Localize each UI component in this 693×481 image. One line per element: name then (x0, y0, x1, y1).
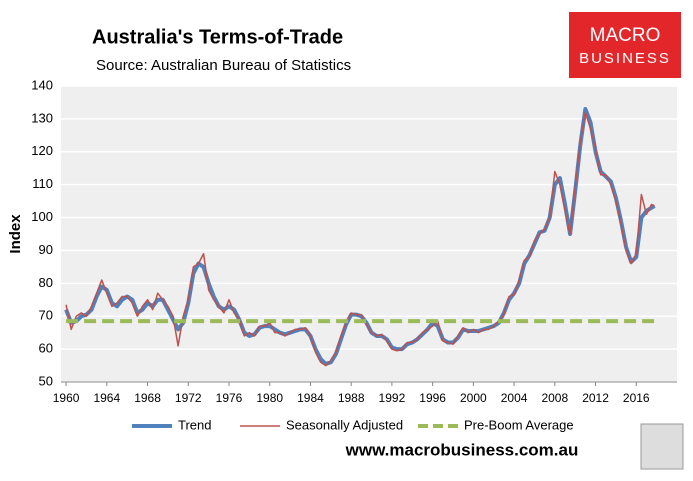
legend-label: Seasonally Adjusted (286, 417, 403, 432)
y-tick-label: 50 (39, 373, 53, 388)
chart-title: Australia's Terms-of-Trade (92, 26, 343, 48)
brand-logo (569, 12, 681, 78)
chart-subtitle: Source: Australian Bureau of Statistics (96, 57, 351, 74)
x-tick-label: 1992 (379, 391, 406, 405)
x-tick-label: 1988 (338, 391, 365, 405)
x-tick-label: 2000 (460, 391, 487, 405)
y-tick-label: 90 (39, 242, 53, 257)
x-tick-label: 1968 (134, 391, 161, 405)
y-axis-label: Index (7, 214, 24, 254)
x-tick-label: 2012 (582, 391, 609, 405)
x-tick-label: 1960 (53, 391, 80, 405)
x-tick-label: 1972 (175, 391, 202, 405)
website: www.macrobusiness.com.au (345, 440, 579, 459)
brand-text: MACRO (590, 25, 661, 46)
x-tick-label: 2004 (501, 391, 528, 405)
series-line (65, 111, 655, 367)
y-tick-label: 100 (31, 209, 53, 224)
y-tick-label: 60 (39, 341, 53, 356)
y-tick-label: 80 (39, 275, 53, 290)
x-tick-label: 1984 (297, 391, 324, 405)
x-tick-label: 1980 (256, 391, 283, 405)
plot-area (61, 86, 677, 382)
y-tick-label: 120 (31, 143, 53, 158)
legend-label: Pre-Boom Average (464, 417, 574, 432)
legend-label: Trend (178, 417, 211, 432)
x-tick-label: 1976 (216, 391, 243, 405)
wolf-logo (640, 423, 684, 470)
x-tick-label: 2008 (541, 391, 568, 405)
x-tick-label: 1964 (93, 391, 120, 405)
y-tick-label: 70 (39, 308, 53, 323)
brand-text: BUSINESS (579, 50, 671, 67)
x-tick-label: 1996 (419, 391, 446, 405)
y-tick-label: 140 (31, 77, 53, 92)
y-tick-label: 110 (32, 176, 53, 191)
x-tick-label: 2016 (623, 391, 650, 405)
y-tick-label: 130 (31, 110, 53, 125)
